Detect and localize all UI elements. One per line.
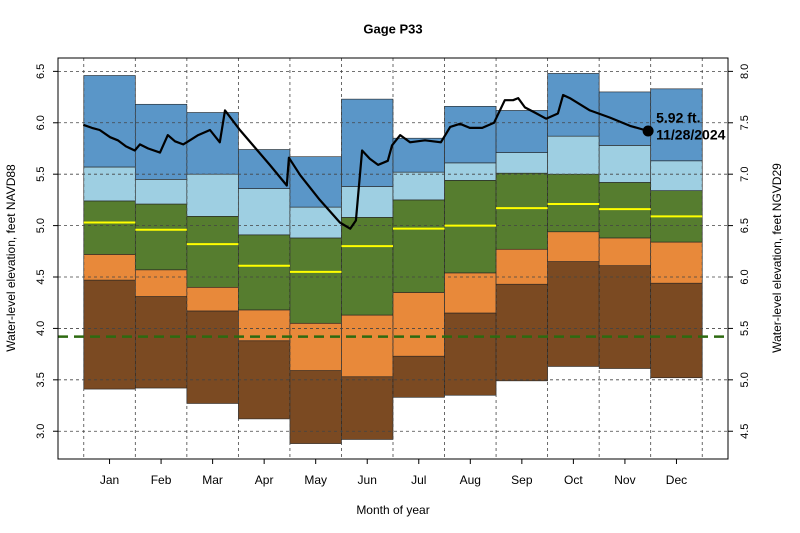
percentile-band: [238, 234, 291, 311]
percentile-band: [83, 279, 136, 390]
chart-title: Gage P33: [363, 21, 422, 36]
percentile-band: [547, 73, 600, 137]
percentile-band: [444, 312, 497, 396]
percentile-band: [495, 248, 548, 285]
y2-tick-label: 7.0: [739, 167, 751, 182]
percentile-band: [186, 286, 239, 312]
percentile-band: [598, 237, 651, 266]
y-tick-label: 3.0: [35, 424, 47, 439]
x-tick-label: Dec: [666, 473, 687, 487]
percentile-band: [650, 241, 703, 284]
y2-tick-label: 7.5: [739, 115, 751, 130]
percentile-band: [341, 376, 394, 440]
percentile-band: [444, 106, 497, 164]
percentile-band: [495, 152, 548, 174]
percentile-band: [444, 180, 497, 274]
percentile-band: [598, 265, 651, 369]
percentile-band: [650, 160, 703, 191]
x-tick-label: Jun: [358, 473, 377, 487]
percentile-band: [83, 75, 136, 168]
percentile-band: [341, 186, 394, 218]
x-tick-label: Sep: [511, 473, 533, 487]
y-axis-label: Water-level elevation, feet NAVD88: [4, 164, 18, 352]
percentile-band: [547, 261, 600, 367]
x-tick-label: May: [304, 473, 327, 487]
percentile-band: [289, 156, 342, 208]
percentile-band: [186, 173, 239, 217]
y2-tick-label: 8.0: [739, 64, 751, 79]
point-value-label: 5.92 ft.: [656, 110, 700, 126]
percentile-band: [186, 310, 239, 404]
plot-frame: [57, 57, 729, 460]
percentile-band: [341, 217, 394, 316]
y2-tick-label: 5.0: [739, 372, 751, 387]
current-point: [642, 125, 654, 137]
percentile-band: [238, 188, 291, 236]
x-tick-label: Mar: [202, 473, 223, 487]
percentile-band: [289, 370, 342, 444]
x-axis-label: Month of year: [356, 503, 429, 517]
percentile-band: [650, 282, 703, 379]
y2-tick-label: 4.5: [739, 424, 751, 439]
percentile-band: [598, 182, 651, 239]
percentile-band: [135, 203, 188, 271]
y-tick-label: 3.5: [35, 372, 47, 387]
percentile-band: [495, 172, 548, 250]
percentile-band: [444, 162, 497, 181]
x-tick-label: Jul: [411, 473, 426, 487]
percentile-band: [341, 314, 394, 378]
percentile-band: [238, 149, 291, 189]
percentile-band: [289, 206, 342, 239]
percentile-band: [135, 269, 188, 297]
y-tick-label: 4.0: [35, 321, 47, 336]
percentile-band: [135, 296, 188, 389]
percentile-band: [547, 231, 600, 262]
percentile-band: [547, 135, 600, 175]
percentile-band: [598, 91, 651, 146]
percentile-band: [135, 179, 188, 205]
y2-tick-label: 6.5: [739, 218, 751, 233]
percentile-band: [392, 355, 445, 398]
x-tick-label: Nov: [614, 473, 635, 487]
percentile-band: [392, 171, 445, 201]
y-tick-label: 5.0: [35, 218, 47, 233]
percentile-band: [495, 283, 548, 382]
percentile-band: [598, 145, 651, 183]
percentile-band: [186, 112, 239, 175]
x-tick-label: Feb: [151, 473, 172, 487]
water-level-line: [82, 93, 649, 230]
y2-axis-label: Water-level elevation, feet NGVD29: [770, 163, 784, 353]
point-date-label: 11/28/2024: [656, 127, 726, 143]
percentile-band: [83, 254, 136, 281]
x-tick-label: Jan: [100, 473, 119, 487]
y2-tick-label: 6.0: [739, 269, 751, 284]
percentile-band: [392, 292, 445, 357]
y-tick-label: 6.5: [35, 64, 47, 79]
percentile-band: [186, 216, 239, 288]
x-tick-label: Apr: [255, 473, 274, 487]
percentile-band: [650, 88, 703, 162]
percentile-band: [392, 199, 445, 293]
y2-tick-label: 5.5: [739, 321, 751, 336]
percentile-band: [83, 166, 136, 202]
x-tick-label: Aug: [460, 473, 481, 487]
y-tick-label: 6.0: [35, 115, 47, 130]
percentile-band: [289, 237, 342, 324]
percentile-band: [289, 322, 342, 371]
x-tick-label: Oct: [564, 473, 583, 487]
y-tick-label: 4.5: [35, 269, 47, 284]
percentile-band: [341, 98, 394, 187]
percentile-band: [495, 110, 548, 153]
percentile-band: [547, 173, 600, 233]
percentile-band: [83, 200, 136, 255]
y-tick-label: 5.5: [35, 167, 47, 182]
percentile-band: [392, 137, 445, 173]
percentile-band: [444, 272, 497, 314]
